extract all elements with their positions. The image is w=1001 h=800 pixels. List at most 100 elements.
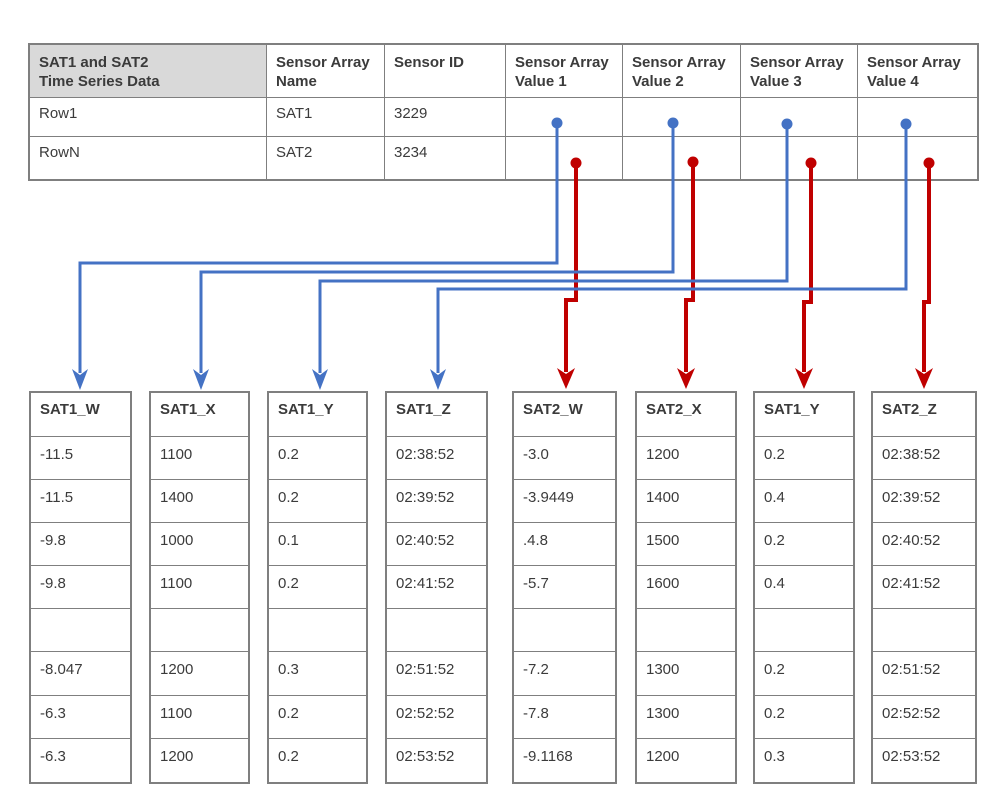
col-header-sensor-id: Sensor ID [385,45,506,98]
series-table-sat1-y-2: SAT1_Y 0.2 0.4 0.2 0.4 0.2 0.2 0.3 [753,391,855,784]
series-cell: -8.047 [31,652,130,696]
series-table-sat1-x: SAT1_X 1100 1400 1000 1100 1200 1100 120… [149,391,250,784]
time-series-source-table: SAT1 and SAT2 Time Series Data Sensor Ar… [28,43,979,181]
series-cell: 02:51:52 [387,652,486,696]
series-cell: 1600 [637,566,735,610]
series-cell: 1500 [637,523,735,567]
series-table-sat1-w: SAT1_W -11.5 -11.5 -9.8 -9.8 -8.047 -6.3… [29,391,132,784]
series-cell: .4.8 [514,523,615,567]
series-cell [31,609,130,653]
connector-red-3 [802,163,813,372]
series-header: SAT1_Y [755,393,853,437]
series-cell [873,609,975,653]
series-cell: 1200 [637,437,735,480]
row1-value4-cell [858,98,977,137]
connector-red-2 [684,163,695,372]
series-cell: 0.2 [278,747,299,765]
series-cell: 0.4 [755,566,853,610]
series-cell: 02:41:52 [873,566,975,610]
series-cell: 02:53:52 [882,747,941,765]
series-table-sat2-w: SAT2_W -3.0 -3.9449 .4.8 -5.7 -7.2 -7.8 … [512,391,617,784]
arrowhead-red-2 [677,368,695,389]
series-cell: 1300 [637,652,735,696]
series-cell: 1200 [151,652,248,696]
series-cell: 0.1 [269,523,366,567]
series-cell: 02:38:52 [387,437,486,480]
series-header: SAT1_X [151,393,248,437]
series-cell: 02:40:52 [873,523,975,567]
series-cell: 02:38:52 [873,437,975,480]
series-cell: 02:52:52 [873,696,975,739]
series-header: SAT2_W [514,393,615,437]
series-cell [151,609,248,653]
series-cell: 02:40:52 [387,523,486,567]
table-title-cell: SAT1 and SAT2 Time Series Data [30,45,267,98]
series-cell: -7.2 [514,652,615,696]
series-cell: 02:53:52 [396,747,455,765]
row1-name-cell: SAT1 [267,98,385,137]
series-cell: 0.2 [269,480,366,523]
series-cell: -5.7 [514,566,615,610]
series-cell: -3.9449 [514,480,615,523]
series-cell: -6.3 [40,747,66,765]
series-cell: -3.0 [514,437,615,480]
arrowhead-blue-3 [312,369,328,390]
series-cell: 1400 [637,480,735,523]
series-cell: -11.5 [31,437,130,480]
series-cell: 1200 [160,747,194,765]
col-header-value2: Sensor Array Value 2 [623,45,741,98]
series-cell: -11.5 [31,480,130,523]
series-cell: 0.2 [755,523,853,567]
series-cell: -9.8 [31,566,130,610]
arrowhead-red-4 [915,368,933,389]
connector-red-4 [922,163,931,372]
series-cell: 0.2 [755,437,853,480]
series-header: SAT2_X [637,393,735,437]
arrowhead-blue-4 [430,369,446,390]
series-cell: 0.2 [755,696,853,739]
series-cell: 1100 [151,437,248,480]
series-cell: 1300 [637,696,735,739]
series-header: SAT1_Y [269,393,366,437]
series-cell [755,609,853,653]
rown-id-cell: 3234 [385,137,506,179]
series-cell: 02:52:52 [387,696,486,739]
row1-value3-cell [741,98,858,137]
connector-red-1 [564,163,578,372]
series-cell: 1100 [151,696,248,739]
series-cell [269,609,366,653]
series-cell: 0.3 [269,652,366,696]
series-cell: 02:41:52 [387,566,486,610]
series-cell: 1400 [151,480,248,523]
arrowhead-blue-1 [72,369,88,390]
rown-value3-cell [741,137,858,179]
series-cell: 1000 [151,523,248,567]
series-cell: -6.3 [31,696,130,739]
series-cell: 1100 [151,566,248,610]
series-cell: 0.2 [269,566,366,610]
rown-name-cell: SAT2 [267,137,385,179]
table-title-line1: SAT1 and SAT2 [39,54,149,71]
series-table-sat2-x: SAT2_X 1200 1400 1500 1600 1300 1300 120… [635,391,737,784]
series-cell [387,609,486,653]
series-cell: -9.1168 [523,747,573,765]
col-header-value3: Sensor Array Value 3 [741,45,858,98]
series-table-sat2-z: SAT2_Z 02:38:52 02:39:52 02:40:52 02:41:… [871,391,977,784]
col-header-sensor-array-name: Sensor Array Name [267,45,385,98]
series-cell: 1200 [646,747,680,765]
series-cell [514,609,615,653]
series-cell: 0.4 [755,480,853,523]
series-cell: 02:39:52 [387,480,486,523]
arrowhead-red-3 [795,368,813,389]
series-cell: 0.2 [269,437,366,480]
series-cell: 0.2 [755,652,853,696]
col-header-value1: Sensor Array Value 1 [506,45,623,98]
row1-value2-cell [623,98,741,137]
rown-label-cell: RowN [30,137,267,179]
series-cell: 0.2 [269,696,366,739]
series-cell [637,609,735,653]
series-header: SAT1_W [31,393,130,437]
series-cell: 0.3 [764,747,785,765]
series-table-sat1-z: SAT1_Z 02:38:52 02:39:52 02:40:52 02:41:… [385,391,488,784]
